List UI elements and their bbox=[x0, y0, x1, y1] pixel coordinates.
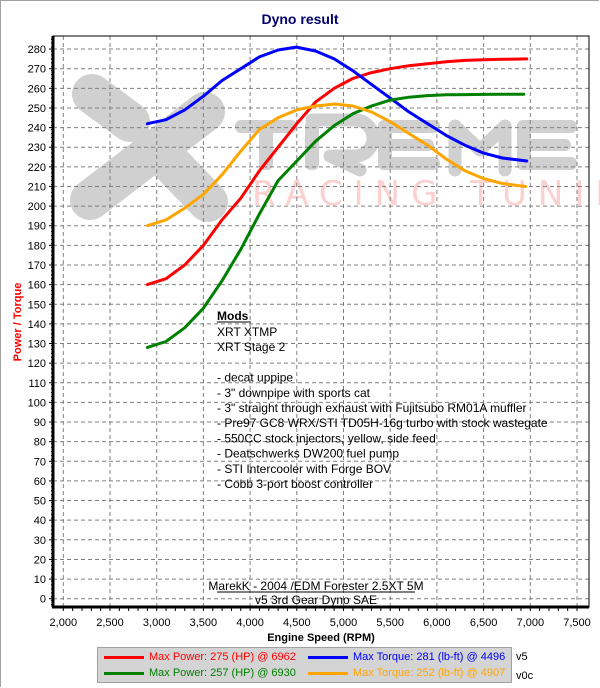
x-tick-label: 6,500 bbox=[470, 617, 498, 629]
y-tick-label: 20 bbox=[34, 554, 46, 566]
watermark-subtitle: RACING TUNING bbox=[252, 174, 600, 214]
x-tick-label: 3,000 bbox=[143, 617, 171, 629]
mods-line: XRT Stage 2 bbox=[217, 340, 286, 354]
mods-line: - Cobb 3-port boost controller bbox=[217, 477, 373, 491]
mods-line: XRT XTMP bbox=[217, 325, 277, 339]
y-tick-label: 10 bbox=[34, 574, 46, 586]
y-tick-label: 220 bbox=[28, 162, 46, 174]
y-tick-label: 120 bbox=[28, 358, 46, 370]
y-tick-label: 250 bbox=[28, 103, 46, 115]
y-tick-label: 190 bbox=[28, 221, 46, 233]
legend-swatch-orange bbox=[308, 671, 348, 675]
y-tick-label: 100 bbox=[28, 397, 46, 409]
x-tick-label: 7,500 bbox=[563, 617, 591, 629]
y-tick-label: 200 bbox=[28, 201, 46, 213]
y-tick-label: 110 bbox=[28, 378, 46, 390]
x-axis-ticks: 2,000 2,500 3,000 3,500 4,000 4,500 5,000 5,500… bbox=[50, 607, 591, 629]
y-tick-label: 70 bbox=[34, 456, 46, 468]
series-line bbox=[145, 57, 529, 287]
y-tick-label: 140 bbox=[28, 319, 46, 331]
y-tick-label: 230 bbox=[28, 142, 46, 154]
x-tick-label: 5,500 bbox=[376, 617, 404, 629]
x-tick-label: 2,000 bbox=[50, 617, 78, 629]
y-tick-label: 150 bbox=[28, 299, 46, 311]
y-tick-label: 170 bbox=[28, 260, 46, 272]
legend-item-torque-v0c: Max Torque: 252 (lb-ft) @ 4907 bbox=[308, 667, 505, 679]
legend-label: Max Power: 257 (HP) @ 6930 bbox=[149, 667, 296, 679]
y-tick-label: 80 bbox=[34, 437, 46, 449]
y-axis-label: Power / Torque bbox=[12, 283, 24, 362]
y-tick-label: 280 bbox=[28, 44, 46, 56]
x-tick-label: 4,000 bbox=[236, 617, 264, 629]
y-tick-label: 30 bbox=[34, 535, 46, 547]
grid-lines bbox=[53, 36, 589, 607]
legend-swatch-green bbox=[104, 671, 144, 675]
caption-vehicle: MarekK - 2004 /EDM Forester 2.5XT 5M bbox=[208, 579, 423, 593]
run-label-v5: v5 bbox=[516, 651, 528, 663]
x-tick-label: 5,000 bbox=[330, 617, 358, 629]
legend-item-power-v5: Max Power: 275 (HP) @ 6962 bbox=[104, 651, 296, 663]
x-tick-label: 7,000 bbox=[517, 617, 545, 629]
x-tick-label: 6,000 bbox=[423, 617, 451, 629]
legend-label: Max Torque: 281 (lb-ft) @ 4496 bbox=[353, 651, 506, 663]
mods-line: - Deatschwerks DW200 fuel pump bbox=[217, 447, 399, 461]
series-line bbox=[145, 92, 526, 349]
run-label-v0c: v0c bbox=[516, 670, 534, 682]
caption-run: v5 3rd Gear Dyno SAE bbox=[255, 593, 377, 607]
y-tick-label: 270 bbox=[28, 64, 46, 76]
y-tick-label: 240 bbox=[28, 123, 46, 135]
chart-title: Dyno result bbox=[261, 11, 338, 27]
y-tick-label: 260 bbox=[28, 83, 46, 95]
watermark-treme-word bbox=[235, 113, 577, 177]
y-tick-label: 0 bbox=[40, 594, 46, 606]
mods-line: - Pre97 GC8 WRX/STI TD05H-16g turbo with… bbox=[217, 416, 548, 430]
legend-label: Max Power: 275 (HP) @ 6962 bbox=[149, 651, 296, 663]
y-tick-label: 180 bbox=[28, 240, 46, 252]
x-tick-label: 4,500 bbox=[283, 617, 311, 629]
y-tick-label: 210 bbox=[28, 181, 46, 193]
mods-line: - decat uppipe bbox=[217, 371, 293, 385]
y-tick-label: 50 bbox=[34, 496, 46, 508]
mods-line: - 3" straight through exhaust with Fujit… bbox=[217, 401, 527, 415]
legend-label: Max Torque: 252 (lb-ft) @ 4907 bbox=[353, 667, 506, 679]
y-tick-label: 90 bbox=[34, 417, 46, 429]
legend-swatch-red bbox=[104, 655, 144, 659]
legend-item-power-v0c: Max Power: 257 (HP) @ 6930 bbox=[104, 667, 296, 679]
legend: Max Power: 275 (HP) @ 6962 Max Torque: 2… bbox=[97, 647, 512, 683]
mods-line: - 550CC stock injectors, yellow, side fe… bbox=[217, 431, 436, 445]
x-tick-label: 3,500 bbox=[190, 617, 218, 629]
y-axis-ticks: 0 10 20 30 40 50 60 70 80 90 100 110 120 130 140 150 160… bbox=[28, 38, 53, 606]
y-tick-label: 40 bbox=[34, 515, 46, 527]
mods-line: - STI Intercooler with Forge BOV bbox=[217, 462, 391, 476]
series-line bbox=[145, 45, 529, 163]
xtreme-watermark-logo: RACING TUNING bbox=[70, 74, 600, 222]
data-series bbox=[145, 45, 529, 349]
mods-heading: Mods bbox=[217, 309, 249, 323]
y-tick-label: 60 bbox=[34, 476, 46, 488]
y-tick-label: 130 bbox=[28, 339, 46, 351]
x-tick-label: 2,500 bbox=[96, 617, 124, 629]
legend-item-torque-v5: Max Torque: 281 (lb-ft) @ 4496 bbox=[308, 651, 505, 663]
series-line bbox=[145, 102, 528, 228]
legend-swatch-blue bbox=[308, 655, 348, 659]
x-axis-label: Engine Speed (RPM) bbox=[267, 632, 375, 644]
y-tick-label: 160 bbox=[28, 280, 46, 292]
mods-line: - 3" downpipe with sports cat bbox=[217, 386, 371, 400]
